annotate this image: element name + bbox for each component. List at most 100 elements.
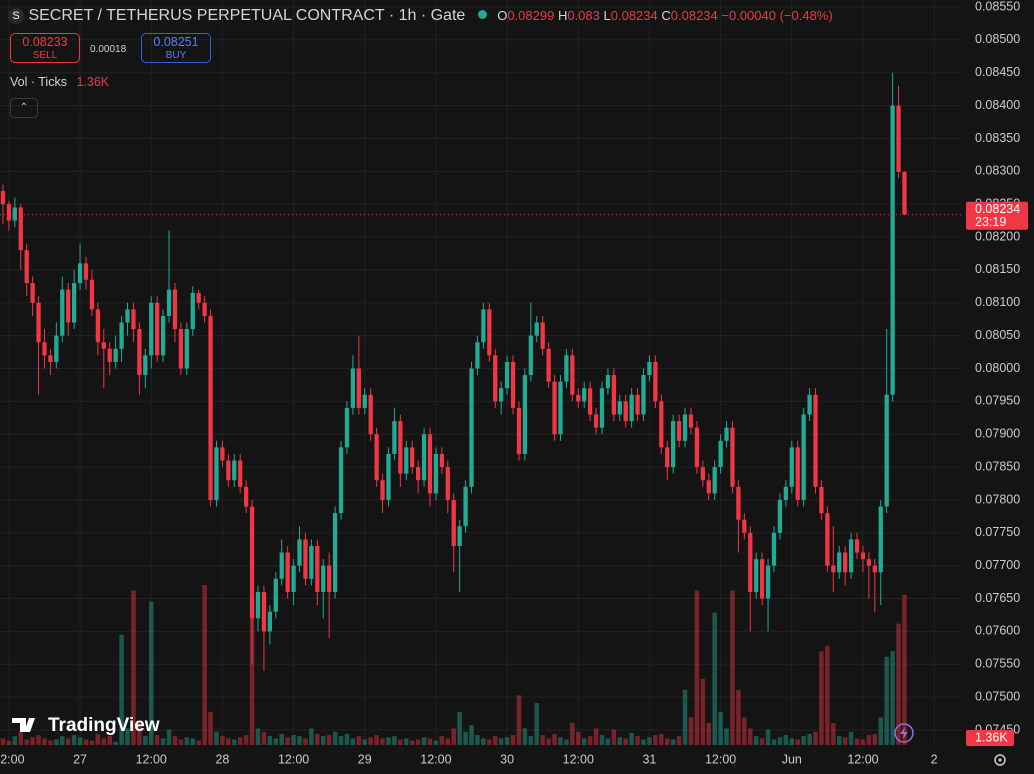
candle-body <box>297 539 302 566</box>
candle-body <box>801 414 806 500</box>
volume-bar <box>836 736 842 745</box>
volume-bar <box>664 738 670 745</box>
alert-icon[interactable] <box>900 727 908 739</box>
volume-bar <box>42 738 47 745</box>
y-tick-label: 0.07550 <box>975 657 1020 671</box>
volume-bar <box>558 737 563 745</box>
y-tick-label: 0.08200 <box>975 229 1020 243</box>
settings-button[interactable] <box>994 754 1006 766</box>
volume-bar <box>676 736 682 745</box>
candle-body <box>327 565 332 592</box>
volume-bar <box>635 736 640 745</box>
candle-body <box>439 453 444 468</box>
symbol-icon: S <box>8 8 24 24</box>
volume-bar <box>332 731 338 745</box>
volume-bar <box>564 739 569 745</box>
candle-body <box>18 207 23 251</box>
candle-body <box>718 440 723 468</box>
candle-body <box>878 506 883 573</box>
h-label: H <box>557 8 568 23</box>
volume-bar <box>504 737 510 745</box>
candle-body <box>433 453 439 494</box>
volume-bar <box>89 740 95 745</box>
sell-button[interactable]: 0.08233 SELL <box>10 33 80 63</box>
candle-body <box>481 309 486 343</box>
x-tick-label: 12:00 <box>847 752 878 766</box>
sell-label[interactable]: SELL <box>32 50 58 61</box>
buy-button[interactable]: 0.08251 BUY <box>141 33 211 63</box>
volume-bar <box>101 738 107 745</box>
volume-bar <box>777 737 783 745</box>
candle-body <box>12 207 17 221</box>
candle-body <box>149 302 154 356</box>
volume-bar <box>730 590 735 745</box>
alert-ring[interactable] <box>894 723 914 743</box>
volume-bar <box>593 728 599 745</box>
candle-body <box>534 322 539 336</box>
volume-bar <box>825 645 830 745</box>
x-tick-label: 27 <box>73 752 87 766</box>
y-tick-label: 0.07650 <box>975 591 1020 605</box>
volume-bar <box>795 739 800 745</box>
alert-button[interactable] <box>894 723 914 743</box>
volume-bar <box>457 711 462 745</box>
candle-body <box>344 407 350 448</box>
candle-body <box>629 394 634 422</box>
candle-body <box>445 467 450 500</box>
volume-bar <box>48 740 53 745</box>
x-tick-label: 12:00 <box>0 752 25 766</box>
volume-bar <box>36 735 41 745</box>
volume-bar <box>309 728 314 745</box>
volume-bar <box>208 711 213 745</box>
volume-bar <box>896 623 901 745</box>
y-tick-label: 0.08400 <box>975 98 1020 112</box>
candle-body <box>368 394 373 435</box>
candle-body <box>843 552 848 573</box>
candle-body <box>552 381 557 435</box>
candle-body <box>736 486 741 520</box>
volume-bar <box>427 738 433 745</box>
buy-price[interactable]: 0.08251 <box>153 35 199 49</box>
candle-body <box>249 506 255 619</box>
volume-bar <box>599 735 605 745</box>
candle-body <box>759 559 765 599</box>
candle-body <box>896 105 901 172</box>
candle-body <box>854 539 860 553</box>
volume-bar <box>398 739 403 745</box>
volume-bar <box>789 738 795 745</box>
candle-body <box>60 289 65 336</box>
volume-bar <box>706 722 712 745</box>
y-tick-label: 0.07500 <box>975 689 1020 703</box>
volume-bar <box>445 738 451 745</box>
candle-body <box>558 381 563 435</box>
volume-title: Vol · Ticks <box>10 75 67 89</box>
candle-body <box>356 368 361 408</box>
settings-dot[interactable] <box>998 758 1002 762</box>
legend-row: S SECRET / TETHERUS PERPETUAL CONTRACT ·… <box>8 7 833 25</box>
volume-bar <box>172 736 178 745</box>
sell-price[interactable]: 0.08233 <box>22 35 68 49</box>
volume-bar <box>95 733 101 745</box>
volume-bar <box>576 731 581 745</box>
candle-body <box>730 427 735 487</box>
candle-body <box>66 289 71 323</box>
x-tick-label: 29 <box>358 752 372 766</box>
candle-body <box>238 460 243 487</box>
candle-body <box>688 414 694 428</box>
y-tick-label: 0.07600 <box>975 624 1020 638</box>
candle-body <box>884 394 889 507</box>
volume-bar <box>30 737 35 745</box>
y-tick-label: 0.07800 <box>975 492 1020 506</box>
candle-body <box>457 526 462 546</box>
o-value: 0.08299 <box>507 8 555 23</box>
collapse-button[interactable]: ⌃ <box>10 98 38 118</box>
settings-icon[interactable] <box>994 754 1006 766</box>
volume-bar <box>475 735 480 745</box>
candle-body <box>587 388 593 415</box>
o-label: O <box>497 8 508 23</box>
candle-body <box>493 355 498 402</box>
volume-bar <box>546 738 551 745</box>
candle-body <box>421 434 427 481</box>
buy-label[interactable]: BUY <box>165 50 187 61</box>
